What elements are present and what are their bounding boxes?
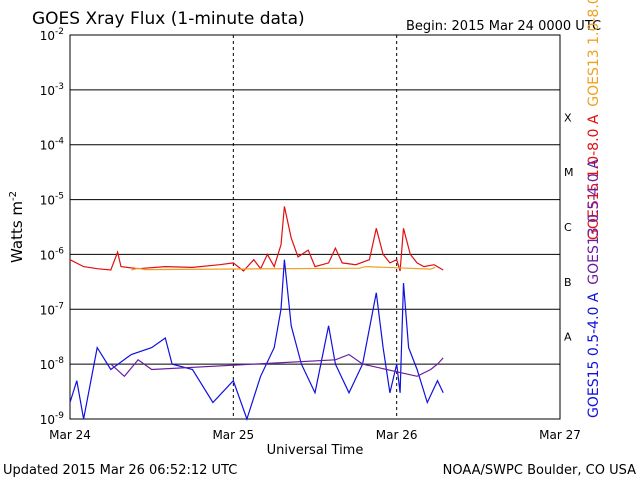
y-tick-label: 10-5: [40, 192, 64, 208]
y-tick-labels: 10-210-310-410-510-610-710-810-9: [40, 27, 65, 427]
y-tick-label: 10-8: [40, 356, 65, 372]
y-tick-base: 10: [40, 139, 55, 153]
y-tick-exp: -2: [55, 27, 64, 37]
x-axis-label: Universal Time: [267, 443, 364, 458]
series-goes15-1-0-8-0-a: [69, 206, 444, 272]
flare-class-b: B: [564, 276, 572, 289]
y-tick-label: 10-4: [40, 137, 65, 153]
y-tick-exp: -7: [55, 301, 64, 311]
y-tick-base: 10: [40, 84, 55, 98]
y-tick-exp: -4: [55, 137, 64, 147]
y-tick-base: 10: [40, 248, 55, 262]
y-tick-label: 10-7: [40, 301, 64, 317]
y-tick-exp: -8: [55, 356, 64, 366]
y-axis-label-text: Watts m: [8, 201, 26, 263]
svg-text:GOES15 0.5-4.0 AGOES13 0.5-4.0: GOES15 0.5-4.0 A GOES13 0.5-4.0 A: [586, 159, 602, 418]
flare-class-c: C: [564, 221, 572, 234]
chart-title: GOES Xray Flux (1-minute data): [32, 9, 305, 29]
credit-label: NOAA/SWPC Boulder, CO USA: [443, 463, 636, 478]
series-goes13-0-5-4-0-a: [110, 353, 444, 378]
flare-class-a: A: [564, 331, 572, 344]
y-axis-label: Watts m-2: [8, 191, 26, 263]
plot-frame: [69, 34, 561, 420]
y-tick-base: 10: [40, 194, 55, 208]
y-tick-base: 10: [40, 413, 55, 427]
x-tick-labels: Mar 24 Mar 25 Mar 26 Mar 27: [49, 428, 581, 442]
y-tick-exp: -9: [55, 411, 64, 421]
y-tick-label: 10-2: [40, 27, 64, 43]
y-tick-base: 10: [40, 358, 55, 372]
x-tick-label: Mar 25: [212, 428, 254, 442]
y-tick-label: 10-6: [40, 246, 65, 262]
svg-text:Watts m-2: Watts m-2: [8, 191, 26, 263]
legend-goes13-short: GOES13 0.5-4.0 A: [586, 159, 602, 285]
flare-class-m: M: [564, 166, 574, 179]
flare-class-x: X: [564, 111, 572, 124]
series-goes13-1-0-8-0-a: [131, 265, 436, 271]
legend-short: GOES15 0.5-4.0 A GOES13 0.5-4.0 A: [586, 159, 602, 418]
svg-text:GOES15 1.0-8.0 AGOES13 1.0-8.0: GOES15 1.0-8.0 A GOES13 1.0-8.0 A: [586, 0, 602, 240]
legend-goes13-long: GOES13 1.0-8.0 A: [586, 0, 602, 107]
legend-goes15-short: GOES15 0.5-4.0 A: [586, 292, 602, 418]
flare-class-labels: X M C B A: [564, 111, 574, 343]
grid: [70, 35, 560, 419]
updated-label: Updated 2015 Mar 26 06:52:12 UTC: [3, 463, 237, 478]
y-tick-exp: -3: [55, 82, 64, 92]
x-tick-label: Mar 26: [376, 428, 418, 442]
legend-goes15-long: GOES15 1.0-8.0 A: [586, 114, 602, 240]
y-tick-base: 10: [40, 303, 55, 317]
y-tick-base: 10: [40, 29, 55, 43]
x-tick-label: Mar 24: [49, 428, 91, 442]
y-axis-label-exp: -2: [8, 191, 19, 201]
y-tick-exp: -6: [55, 246, 64, 256]
series-layer: [69, 206, 444, 421]
series-goes15-0-5-4-0-a: [69, 259, 444, 421]
x-tick-label: Mar 27: [539, 428, 581, 442]
y-tick-label: 10-9: [40, 411, 65, 427]
y-tick-label: 10-3: [40, 82, 64, 98]
begin-label: Begin: 2015 Mar 24 0000 UTC: [406, 19, 601, 34]
y-tick-exp: -5: [55, 192, 64, 202]
legend-long: GOES15 1.0-8.0 A GOES13 1.0-8.0 A: [586, 0, 602, 240]
